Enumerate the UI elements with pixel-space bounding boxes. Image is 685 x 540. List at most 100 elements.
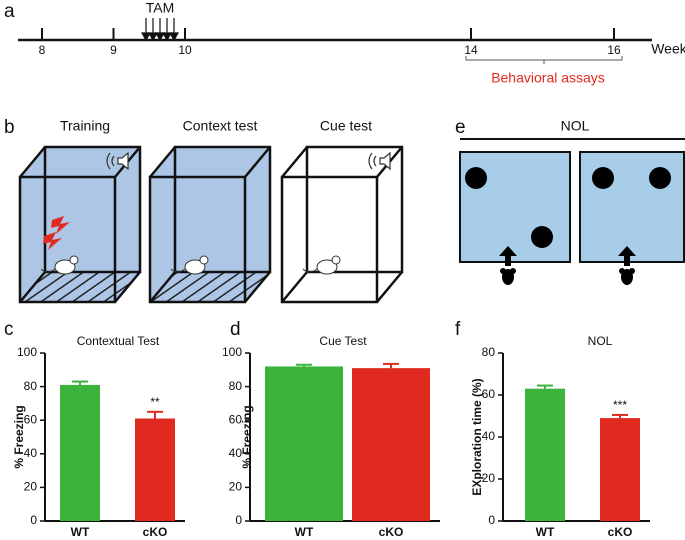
cube-edge bbox=[149, 146, 176, 178]
setup-title: Training bbox=[60, 118, 110, 134]
mouse bbox=[302, 268, 318, 273]
arena bbox=[459, 151, 571, 263]
shock bbox=[43, 232, 62, 250]
chart-title: Contextual Test bbox=[77, 334, 160, 348]
y-tick-label: 80 bbox=[229, 379, 243, 393]
cube-edge bbox=[19, 146, 46, 178]
bar bbox=[265, 366, 343, 521]
y-tick-label: 20 bbox=[24, 480, 38, 494]
mouse bbox=[40, 268, 56, 273]
bar bbox=[352, 368, 430, 521]
mouse bbox=[331, 255, 341, 265]
bar bbox=[60, 384, 100, 521]
cube-edge bbox=[280, 175, 379, 304]
nol-title: NOL bbox=[561, 118, 590, 134]
timeline-tick-label: 14 bbox=[464, 43, 478, 57]
significance: ** bbox=[150, 395, 160, 409]
x-tick-label: WT bbox=[536, 525, 555, 539]
y-tick-label: 20 bbox=[229, 480, 243, 494]
shock bbox=[51, 216, 70, 234]
timeline-tick-label: 16 bbox=[607, 43, 621, 57]
object bbox=[649, 167, 671, 189]
object bbox=[465, 167, 487, 189]
cube-edge bbox=[244, 271, 271, 303]
panel-label: b bbox=[4, 117, 15, 138]
panel-label: f bbox=[455, 319, 461, 340]
bar bbox=[135, 418, 175, 521]
speaker bbox=[117, 151, 129, 171]
mouse bbox=[54, 259, 76, 275]
floor bbox=[20, 272, 140, 302]
x-tick-label: cKO bbox=[379, 525, 404, 539]
setup-title: Context test bbox=[183, 118, 258, 134]
cube-edge bbox=[43, 145, 142, 274]
y-tick-label: 80 bbox=[482, 345, 496, 359]
panel-label: a bbox=[4, 1, 15, 22]
panel-label: e bbox=[455, 117, 466, 138]
mouse bbox=[170, 268, 186, 273]
mouse bbox=[69, 255, 79, 265]
timeline-tick-label: 8 bbox=[39, 43, 46, 57]
cube-edge bbox=[149, 271, 176, 303]
y-tick-label: 0 bbox=[235, 513, 242, 527]
tam-label: TAM bbox=[146, 0, 175, 16]
y-tick-label: 20 bbox=[482, 471, 496, 485]
speaker bbox=[368, 152, 377, 170]
timeline-tick-label: 10 bbox=[178, 43, 192, 57]
y-axis-label: % Freezing bbox=[240, 405, 254, 468]
object bbox=[592, 167, 614, 189]
cube-edge bbox=[18, 175, 117, 304]
setup-title: Cue test bbox=[320, 118, 372, 134]
assay-bracket bbox=[465, 56, 623, 64]
mouse bbox=[199, 255, 209, 265]
y-tick-label: 0 bbox=[30, 513, 37, 527]
mouse bbox=[184, 259, 206, 275]
y-tick-label: 100 bbox=[17, 345, 37, 359]
start-arrows bbox=[499, 246, 636, 285]
y-axis-label: EXploration time (%) bbox=[470, 378, 484, 495]
tam-arrows bbox=[140, 18, 180, 42]
assay-label: Behavioral assays bbox=[491, 70, 605, 86]
cube-edge bbox=[281, 146, 308, 178]
x-tick-label: WT bbox=[71, 525, 90, 539]
cube-edge bbox=[19, 271, 46, 303]
cube-edge bbox=[148, 175, 247, 304]
cube-edge bbox=[114, 271, 141, 303]
bar bbox=[525, 388, 565, 521]
cube-edge bbox=[281, 271, 308, 303]
y-axis-label: % Freezing bbox=[12, 405, 26, 468]
y-tick-label: 80 bbox=[24, 379, 38, 393]
cube-edge bbox=[173, 145, 272, 274]
cube-fill bbox=[20, 147, 140, 302]
y-tick-label: 40 bbox=[24, 446, 38, 460]
bar bbox=[600, 418, 640, 521]
x-tick-label: cKO bbox=[143, 525, 168, 539]
timeline-tick-label: 9 bbox=[110, 43, 117, 57]
y-tick-label: 40 bbox=[229, 446, 243, 460]
cube-edge bbox=[244, 146, 271, 178]
speaker bbox=[379, 151, 391, 171]
arena bbox=[579, 151, 685, 263]
y-tick-label: 40 bbox=[482, 429, 496, 443]
y-tick-label: 60 bbox=[24, 412, 38, 426]
cube-fill bbox=[150, 147, 270, 302]
y-tick-label: 60 bbox=[482, 387, 496, 401]
panel-label: d bbox=[230, 319, 241, 340]
object bbox=[531, 226, 553, 248]
timeline-unit: Week bbox=[651, 41, 685, 57]
floor bbox=[150, 272, 270, 302]
y-tick-label: 100 bbox=[222, 345, 242, 359]
panel-label: c bbox=[4, 319, 14, 340]
significance: *** bbox=[613, 398, 627, 412]
x-tick-label: WT bbox=[295, 525, 314, 539]
chart-title: Cue Test bbox=[319, 334, 367, 348]
speaker bbox=[106, 152, 115, 170]
cube-edge bbox=[305, 145, 404, 274]
x-tick-label: cKO bbox=[608, 525, 633, 539]
y-tick-label: 60 bbox=[229, 412, 243, 426]
mouse bbox=[316, 259, 338, 275]
cube-edge bbox=[376, 271, 403, 303]
chart-title: NOL bbox=[588, 334, 613, 348]
